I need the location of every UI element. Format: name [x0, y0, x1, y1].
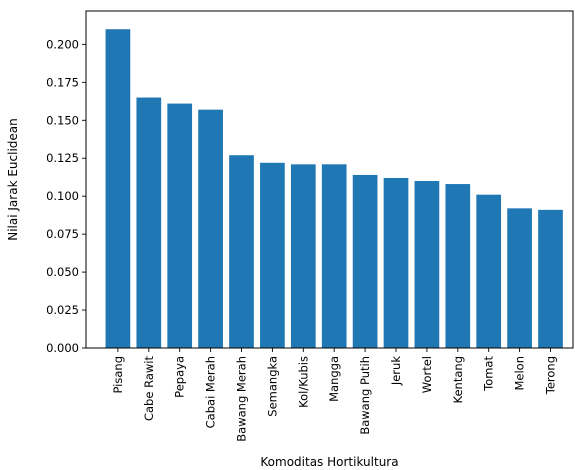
bar: [507, 208, 532, 348]
y-tick-label: 0.000: [46, 341, 79, 355]
bar: [167, 103, 193, 349]
plot-frame: [85, 10, 574, 349]
bar: [260, 162, 285, 348]
x-tick-label: Mangga: [327, 356, 341, 402]
x-tick-label: Pisang: [111, 356, 125, 394]
y-tick-label: 0.100: [46, 189, 79, 203]
bar: [321, 164, 347, 348]
bar-series: [105, 29, 563, 349]
x-tick-label: Semangka: [265, 356, 279, 417]
bar: [290, 164, 316, 348]
bar: [136, 97, 162, 348]
x-tick-label: Cabe Rawit: [142, 356, 156, 421]
bar: [105, 29, 131, 348]
y-tick-label: 0.200: [46, 37, 79, 51]
y-tick-label: 0.075: [46, 227, 79, 241]
y-tick-label: 0.025: [46, 303, 79, 317]
x-tick-label: Jeruk: [389, 356, 403, 386]
x-tick-label: Pepaya: [173, 356, 187, 398]
x-tick-label: Terong: [544, 356, 558, 395]
bar: [476, 194, 502, 348]
x-axis: Pisang Cabe Rawit Pepaya Cabai Merah Bawang …: [111, 348, 558, 442]
bar: [538, 209, 563, 348]
bar: [352, 174, 378, 348]
x-tick-label: Melon: [513, 356, 527, 391]
bar: [414, 181, 440, 348]
x-tick-label: Bawang Putih: [358, 356, 372, 435]
x-tick-label: Tomat: [482, 356, 496, 392]
x-axis-label: Komoditas Hortikultura: [260, 455, 398, 469]
bar: [198, 109, 223, 348]
bar: [383, 177, 409, 348]
y-axis: 0.000 0.025 0.050 0.075 0.100 0.125 0.150 0.175…: [46, 37, 86, 355]
bar: [445, 184, 471, 348]
y-axis-label: Nilai Jarak Euclidean: [6, 118, 20, 241]
y-tick-label: 0.125: [46, 151, 79, 165]
y-tick-label: 0.150: [46, 113, 79, 127]
x-tick-label: Kol/Kubis: [296, 356, 310, 408]
bar: [229, 155, 254, 348]
x-tick-label: Cabai Merah: [204, 356, 218, 428]
x-tick-label: Wortel: [420, 356, 434, 393]
x-tick-label: Kentang: [451, 356, 465, 403]
x-tick-label: Bawang Merah: [235, 356, 249, 442]
y-tick-label: 0.050: [46, 265, 79, 279]
y-tick-label: 0.175: [46, 75, 79, 89]
